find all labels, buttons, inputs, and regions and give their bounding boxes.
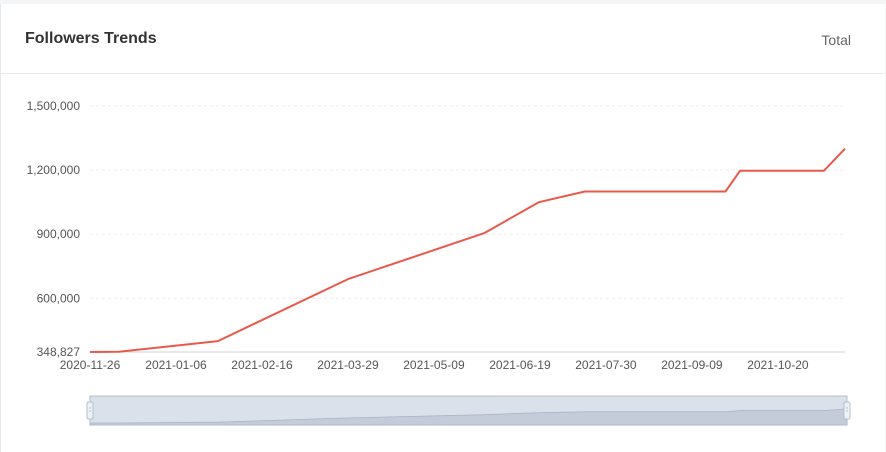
- grid-lines: [90, 105, 845, 299]
- x-tick-label: 2021-10-20: [747, 358, 809, 372]
- x-tick-label: 2021-01-06: [145, 358, 207, 372]
- slider-right-handle[interactable]: [843, 401, 851, 420]
- x-tick-label: 2021-09-09: [661, 358, 723, 372]
- y-tick-label: 1,200,000: [27, 163, 81, 177]
- y-axis: 348,827 600,000 900,000 1,200,000 1,500,000: [27, 99, 81, 359]
- x-axis: 2020-11-26 2021-01-06 2021-02-16 2021-03-29…: [60, 351, 845, 372]
- x-tick-label: 2021-06-19: [489, 358, 551, 372]
- x-tick-label: 2021-02-16: [231, 358, 293, 372]
- followers-trends-card: Followers Trends Total: [0, 4, 885, 452]
- total-filter[interactable]: Total: [821, 32, 851, 48]
- chart-title: Followers Trends: [25, 30, 157, 47]
- series-layer: [89, 148, 846, 353]
- followers-series-line: [89, 148, 846, 353]
- data-zoom-slider[interactable]: [86, 395, 851, 426]
- y-tick-label: 348,827: [37, 345, 81, 359]
- x-tick-label: 2021-07-30: [575, 358, 637, 372]
- x-tick-label: 2021-05-09: [403, 358, 465, 372]
- y-tick-label: 900,000: [37, 227, 81, 241]
- x-tick-label: 2020-11-26: [60, 358, 121, 372]
- y-tick-label: 1,500,000: [27, 99, 81, 113]
- card-header: Followers Trends Total: [1, 4, 885, 74]
- x-tick-label: 2021-03-29: [317, 358, 379, 372]
- slider-left-handle[interactable]: [86, 401, 94, 420]
- y-tick-label: 600,000: [37, 291, 81, 305]
